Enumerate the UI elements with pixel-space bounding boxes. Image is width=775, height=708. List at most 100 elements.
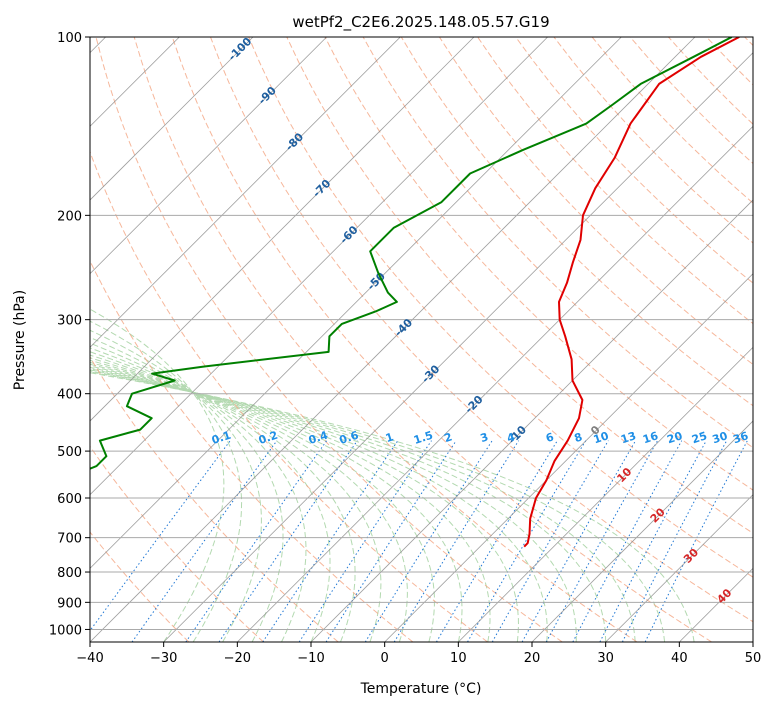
moist-adiabat-line <box>90 342 307 642</box>
mixing-ratio-label: 13 <box>619 429 638 446</box>
mixing-ratio-label: 0.1 <box>210 429 233 447</box>
moist-adiabat-line <box>90 308 225 642</box>
moist-adiabat-line <box>90 370 636 642</box>
dry-adiabat-line <box>210 37 753 623</box>
x-tick-label: −40 <box>76 651 103 666</box>
mixing-ratio-line <box>491 440 609 642</box>
dry-adiabat-line <box>90 445 264 642</box>
mixing-ratio-label: 3 <box>479 430 490 445</box>
x-tick-label: 30 <box>597 651 614 666</box>
x-axis-label: Temperature (°C) <box>360 681 482 697</box>
moist-adiabat-line <box>90 351 356 642</box>
isotherm-line <box>90 37 327 275</box>
mixing-ratio-label: 16 <box>641 429 660 446</box>
mixing-ratio-labels: 0.1 0.2 0.4 0.6 1 1.5 2 3 4 6 8 10 13 16 20 25 30 36 <box>210 428 750 446</box>
x-tick-label: −10 <box>297 651 324 666</box>
dry-adiabat-line <box>90 150 488 642</box>
isotherm-line <box>90 37 696 642</box>
isotherm-line <box>163 52 753 642</box>
y-tick-label: 700 <box>57 532 82 547</box>
mixing-ratio-lines <box>90 440 748 642</box>
dry-adiabat-line <box>171 37 712 642</box>
mixing-ratio-label: 1.5 <box>412 429 435 447</box>
moist-adiabat-line <box>90 329 262 642</box>
x-tick-label: −30 <box>150 651 177 666</box>
isotherm-line <box>310 199 753 642</box>
y-tick-label: 200 <box>57 209 82 224</box>
y-tick-label: 600 <box>57 492 82 507</box>
mixing-ratio-line <box>545 440 659 642</box>
isotherm-line <box>384 273 753 642</box>
x-tick-label: 20 <box>524 651 541 666</box>
isotherm-line <box>458 346 753 642</box>
mixing-ratio-label: 6 <box>544 430 556 445</box>
isotherm-line <box>90 37 401 348</box>
isotherm-line <box>90 37 475 422</box>
moist-adiabat-line <box>90 359 435 642</box>
mixing-ratio-line <box>298 440 432 642</box>
mixing-ratio-label: 20 <box>665 429 684 446</box>
dewpoint-profile <box>90 37 733 470</box>
y-tick-label: 900 <box>57 596 82 611</box>
plot-frame <box>89 36 754 643</box>
mixing-ratio-line <box>364 440 493 642</box>
dry-adiabat-line <box>90 531 190 642</box>
mixing-ratio-label: 4 <box>505 430 517 445</box>
mixing-ratio-line <box>467 440 587 642</box>
dry-adiabat-line <box>438 37 753 366</box>
temperature-profile <box>523 37 740 548</box>
dry-adiabat-line <box>248 37 753 578</box>
mixing-ratio-label: 2 <box>443 430 454 445</box>
mixing-ratio-line <box>262 440 399 642</box>
mixing-ratio-line <box>521 440 637 642</box>
moist-adiabat-line <box>90 363 491 642</box>
y-tick-label: 500 <box>57 445 82 460</box>
mixing-ratio-line <box>131 440 278 642</box>
x-tick-label: 50 <box>745 651 762 666</box>
mixing-ratio-label: 1 <box>384 430 395 445</box>
y-tick-label: 400 <box>57 388 82 403</box>
dry-adiabat-line <box>133 37 638 642</box>
y-tick-label: 300 <box>57 314 82 329</box>
isotherm-line <box>90 37 548 496</box>
mixing-ratio-line <box>435 440 558 642</box>
mixing-ratio-label: 30 <box>711 429 730 446</box>
x-tick-label: 10 <box>450 651 467 666</box>
y-tick-label: 800 <box>57 566 82 581</box>
dry-adiabat-line <box>95 37 563 642</box>
moist-adiabat-line <box>90 336 284 642</box>
isotherm-line <box>90 37 254 201</box>
mixing-ratio-line <box>185 440 328 642</box>
moist-adiabat-line <box>90 372 695 642</box>
y-tick-label: 100 <box>57 31 82 46</box>
y-axis: 100 200 300 400 500 600 700 800 900 1000 <box>49 31 90 638</box>
isotherm-line <box>605 494 753 642</box>
mixing-ratio-line <box>644 440 748 642</box>
mixing-ratio-line <box>90 440 231 632</box>
mixing-ratio-label: 0.6 <box>338 428 361 446</box>
isotherm-line <box>237 125 753 642</box>
mixing-ratio-label: 0.4 <box>307 428 330 446</box>
mixing-ratio-line <box>572 440 683 642</box>
y-axis-label: Pressure (hPa) <box>12 290 28 390</box>
isotherm-line <box>90 37 622 569</box>
moist-adiabat-line <box>90 354 382 642</box>
moist-adiabat-line <box>90 371 666 642</box>
chart-title: wetPf2_C2E6.2025.148.05.57.G19 <box>292 13 549 32</box>
isobars <box>90 37 753 630</box>
isotherms <box>90 37 753 642</box>
mixing-ratio-line <box>325 440 457 642</box>
x-tick-label: 40 <box>671 651 688 666</box>
mixing-ratio-label: 0.2 <box>257 429 280 447</box>
dry-adiabat-line <box>400 37 753 407</box>
y-tick-label: 1000 <box>49 623 82 638</box>
mixing-ratio-label: 36 <box>731 429 750 446</box>
mixing-ratio-label: 10 <box>592 429 611 446</box>
x-tick-label: −20 <box>224 651 251 666</box>
dry-adiabat-line <box>90 356 339 642</box>
moist-adiabat-line <box>90 320 243 642</box>
plot-area: -100-90-80-70-60-50-40-30-20-10 010203040… <box>90 37 753 642</box>
mixing-ratio-label: 8 <box>573 430 584 445</box>
x-axis: −40 −30 −20 −10 0 10 20 30 40 50 <box>76 642 761 666</box>
